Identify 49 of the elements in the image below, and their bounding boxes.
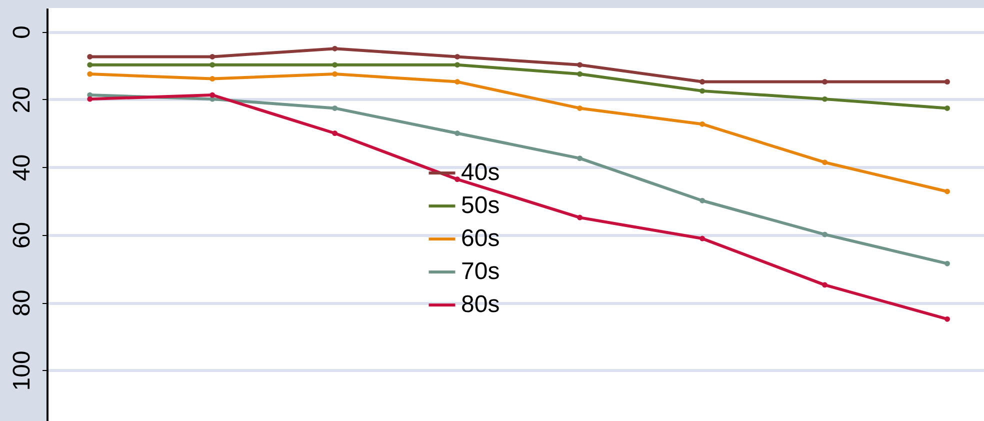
y-tick-label: 20 bbox=[8, 86, 36, 114]
point bbox=[700, 236, 706, 242]
point bbox=[944, 316, 950, 322]
point bbox=[944, 105, 950, 111]
point bbox=[822, 96, 828, 102]
point bbox=[332, 62, 338, 68]
legend-label: 60s bbox=[461, 225, 500, 252]
point bbox=[944, 79, 950, 85]
point bbox=[944, 188, 950, 194]
point bbox=[577, 62, 583, 68]
point bbox=[87, 96, 93, 102]
point bbox=[87, 54, 93, 60]
legend-label: 50s bbox=[461, 192, 500, 219]
point bbox=[577, 105, 583, 111]
point bbox=[700, 121, 706, 127]
point bbox=[332, 130, 338, 136]
point bbox=[454, 54, 460, 60]
legend-label: 80s bbox=[461, 291, 500, 318]
legend-label: 70s bbox=[461, 258, 500, 285]
point bbox=[210, 62, 216, 68]
point bbox=[944, 260, 950, 266]
point bbox=[822, 282, 828, 288]
point bbox=[577, 71, 583, 77]
point bbox=[210, 76, 216, 82]
point bbox=[577, 214, 583, 220]
point bbox=[454, 62, 460, 68]
point bbox=[332, 71, 338, 77]
point bbox=[700, 198, 706, 204]
point bbox=[210, 92, 216, 98]
point bbox=[454, 130, 460, 136]
y-tick-label: 60 bbox=[8, 222, 36, 249]
point bbox=[822, 232, 828, 238]
y-tick-label: 100 bbox=[8, 350, 36, 391]
point bbox=[822, 160, 828, 166]
point bbox=[210, 54, 216, 60]
point bbox=[700, 88, 706, 94]
point bbox=[332, 105, 338, 111]
point bbox=[454, 79, 460, 85]
y-tick-label: 0 bbox=[8, 26, 36, 39]
point bbox=[87, 62, 93, 68]
point bbox=[87, 71, 93, 77]
point bbox=[700, 79, 706, 85]
point bbox=[332, 46, 338, 52]
y-tick-label: 80 bbox=[8, 290, 36, 316]
y-tick-label: 40 bbox=[8, 154, 36, 181]
legend-label: 40s bbox=[461, 159, 500, 186]
point bbox=[454, 176, 460, 182]
point bbox=[822, 79, 828, 85]
point bbox=[577, 156, 583, 162]
